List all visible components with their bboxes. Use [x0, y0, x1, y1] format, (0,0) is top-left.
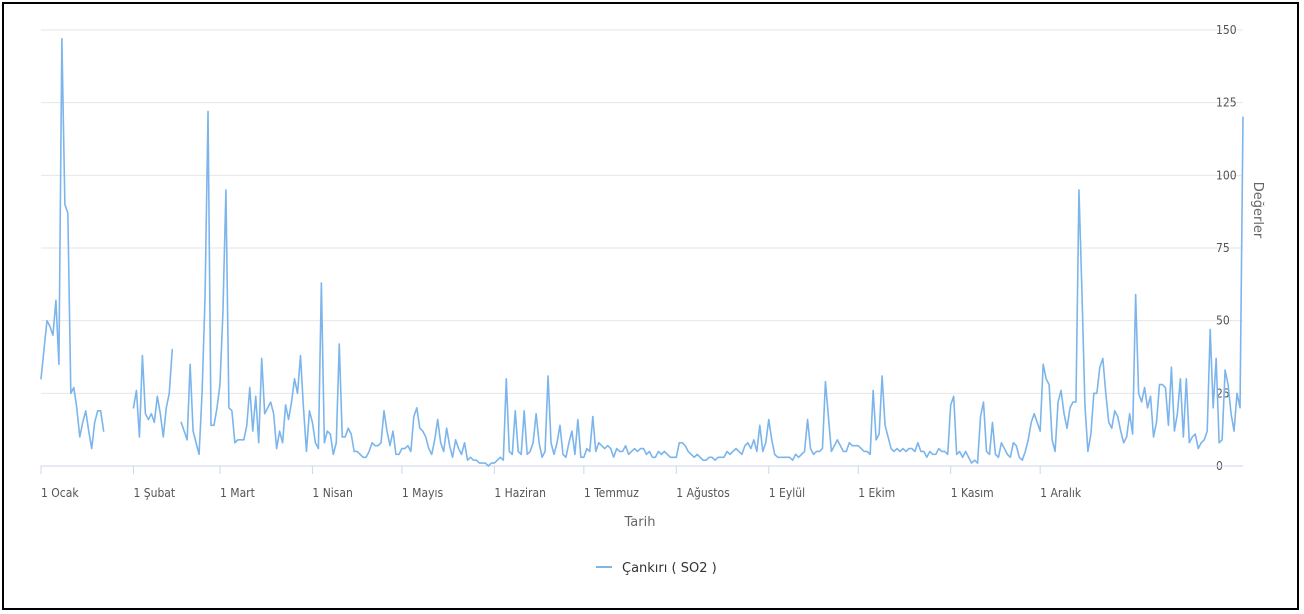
- x-tick-label: 1 Mart: [220, 486, 255, 500]
- series-line[interactable]: [40, 37, 105, 450]
- x-tick-label: 1 Haziran: [494, 486, 546, 500]
- grid: [41, 29, 1243, 394]
- y-tick-label: 125: [1216, 96, 1237, 110]
- x-tick-label: 1 Kasım: [951, 486, 994, 500]
- y-tick-label: 100: [1216, 168, 1237, 182]
- y-tick-label: 50: [1216, 314, 1230, 328]
- y-tick-label: 75: [1216, 241, 1230, 255]
- x-tick-label: 1 Ocak: [41, 486, 79, 500]
- x-tick-label: 1 Mayıs: [402, 486, 444, 500]
- y-axis-title: Değerler: [1250, 182, 1265, 239]
- x-axis-title: Tarih: [624, 515, 656, 530]
- series-group: [40, 37, 1244, 467]
- y-tick-label: 25: [1216, 386, 1230, 400]
- legend[interactable]: Çankırı ( SO2 ): [596, 561, 717, 576]
- x-tick-label: 1 Nisan: [312, 486, 352, 500]
- x-tick-label: 1 Eylül: [769, 486, 805, 500]
- x-tick-label: 1 Şubat: [133, 486, 175, 500]
- x-tick-label: 1 Ağustos: [676, 486, 730, 500]
- series-line[interactable]: [132, 348, 174, 438]
- legend-label[interactable]: Çankırı ( SO2 ): [622, 561, 717, 576]
- x-tick-label: 1 Temmuz: [584, 486, 639, 500]
- series-line[interactable]: [180, 110, 1244, 467]
- y-tick-label: 150: [1216, 23, 1237, 37]
- x-tick-label: 1 Ekim: [858, 486, 895, 500]
- x-tick-label: 1 Aralık: [1040, 486, 1082, 500]
- x-axis-ticks: 1 Ocak 1 Şubat 1 Mart 1 Nisan 1 Mayıs 1 Hazir…: [40, 466, 1082, 500]
